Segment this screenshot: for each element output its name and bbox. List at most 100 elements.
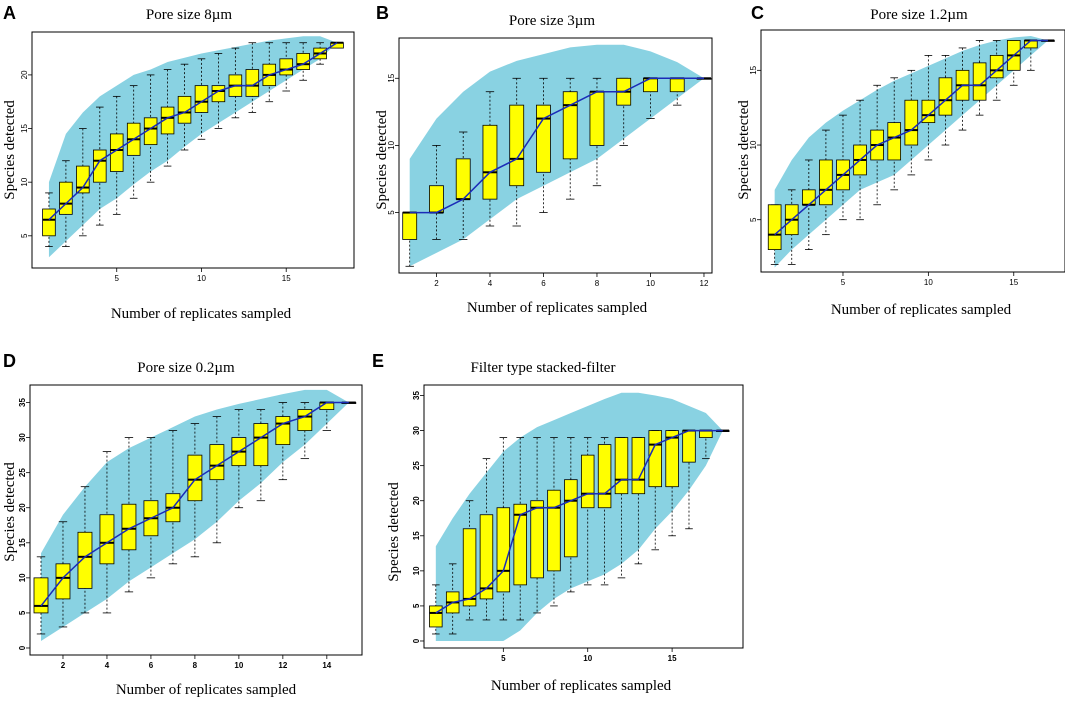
panel-e-box-7 [530,500,544,579]
panel-b-title: Pore size 3µm [509,13,595,29]
panel-b: B Pore size 3µm Number of replicates sam… [374,3,713,316]
panel-a-xtick-label-15: 15 [282,274,291,283]
panel-b-xtick-label-6: 6 [541,279,546,288]
panel-e-box-8 [547,489,561,572]
panel-a-box-10 [194,85,209,113]
panel-a-ylabel: Species detected [2,100,18,200]
panel-e-box-9 [564,479,578,558]
panel-c-plot-frame [760,29,1065,273]
panel-a-box-1 [42,208,56,237]
panel-d-xtick-label-2: 2 [61,661,66,670]
panel-e-box-13 [631,437,646,495]
panel-d-box-3 [77,531,93,589]
panel-a-box-3 [76,165,90,194]
panel-e-box-3 [462,528,477,607]
panel-d-trend-line [40,401,349,607]
panel-d-confidence-band [40,389,349,641]
panel-d-xtick-label-14: 14 [322,661,331,670]
panel-e-title: Filter type stacked-filter [471,360,616,376]
panel-d-xtick-label-6: 6 [149,661,154,670]
panel-e-xtick-label-15: 15 [668,654,677,663]
panel-d-box-9 [209,444,225,481]
panel-e-confidence-band [435,392,723,641]
panel-c-plot: 5 10 15 5 10 15 [749,29,1065,287]
panel-a-box-7 [143,117,158,146]
panel-b-box-11 [669,77,685,93]
panel-b-ytick-label-10: 10 [387,140,396,149]
panel-b-ylabel: Species detected [374,110,390,210]
panel-d-xtick-label-10: 10 [234,661,243,670]
panel-e-box-4 [479,514,494,600]
panel-b-trend-line [409,77,704,214]
panel-e-box-16 [682,430,696,463]
panel-c-ytick-label-5: 5 [749,217,758,222]
panel-b-xtick-label-8: 8 [595,279,600,288]
panel-d-xtick-label-8: 8 [193,661,198,670]
panel-d-ylabel: Species detected [2,462,18,562]
panel-b-box-8 [589,91,605,146]
panel-e-ytick-label-20: 20 [412,496,421,505]
panel-b-box-1 [402,212,418,240]
panel-a-title: Pore size 8µm [146,7,232,23]
panel-e-xtick-label-5: 5 [501,654,506,663]
panel-e-box-5 [496,507,511,593]
panel-b-ytick-label-5: 5 [387,210,396,215]
panel-a-xtick-label-10: 10 [197,274,206,283]
panel-d-ytick-label-35: 35 [18,398,27,407]
panel-d-ytick-label-0: 0 [18,645,27,650]
panel-c: C Pore size 1.2µm Number of replicates s… [736,3,1065,318]
panel-b-box-5 [509,104,525,187]
panel-b-box-7 [562,91,578,160]
panel-d-ytick-label-15: 15 [18,538,27,547]
panel-e-box-14 [648,430,662,488]
panel-e-box-1 [429,605,443,628]
panel-a: A Pore size 8µm Number of replicates sam… [2,3,355,322]
panel-e-plot: 5 10 15 0 5 10 15 20 25 30 35 [412,384,744,663]
panel-a-xlabel: Number of replicates sampled [111,306,292,322]
panel-d-box-11 [253,423,269,467]
panel-e-ylabel: Species detected [386,482,402,582]
panel-d-box-2 [55,563,71,600]
panel-e-ytick-label-25: 25 [412,461,421,470]
panel-a-ytick-label-20: 20 [20,70,29,79]
panel-letter-e: E [372,351,384,371]
panel-e-box-11 [597,444,612,509]
panel-d-box-12 [275,416,291,446]
panel-e-ytick-label-35: 35 [412,391,421,400]
panel-d-xtick-label-12: 12 [278,661,287,670]
panel-e-plot-frame [423,384,744,649]
panel-d-title: Pore size 0.2µm [137,360,235,376]
panel-a-confidence-band [48,36,338,258]
panel-b-xtick-label-4: 4 [488,279,493,288]
panel-b-xlabel: Number of replicates sampled [467,300,648,316]
panel-a-box-2 [59,181,73,215]
panel-c-title: Pore size 1.2µm [870,7,968,23]
panel-letter-b: B [376,3,389,23]
panel-d-ytick-label-5: 5 [18,610,27,615]
panel-b-xtick-label-2: 2 [434,279,439,288]
panel-e-ytick-label-30: 30 [412,426,421,435]
panel-a-box-4 [93,149,107,183]
panel-b-box-2 [429,185,444,213]
panel-d-box-8 [187,454,203,502]
panel-b-ytick-label-15: 15 [387,73,396,82]
panel-letter-c: C [751,3,764,23]
panel-c-ytick-label-15: 15 [749,65,758,74]
panel-e-box-10 [580,454,595,509]
panel-d-plot: 2 4 6 8 10 12 14 0 5 10 15 20 25 30 35 [18,384,363,670]
panel-a-box-9 [177,95,192,124]
panel-e: E Filter type stacked-filter Number of r… [372,351,744,694]
panel-d-plot-frame [29,384,363,656]
panel-d-box-4 [99,514,115,565]
panel-d-ytick-label-10: 10 [18,573,27,582]
panel-a-ytick-label-10: 10 [20,177,29,186]
panel-b-box-6 [536,104,551,173]
panel-a-box-8 [160,106,175,135]
panel-d-ytick-label-20: 20 [18,503,27,512]
panel-c-box-8 [887,122,902,161]
panel-d: D Pore size 0.2µm Number of replicates s… [2,351,363,698]
panel-a-plot-frame [31,31,355,269]
panel-d-ytick-label-30: 30 [18,433,27,442]
panel-d-box-1 [33,577,49,614]
panel-e-ytick-label-10: 10 [412,566,421,575]
